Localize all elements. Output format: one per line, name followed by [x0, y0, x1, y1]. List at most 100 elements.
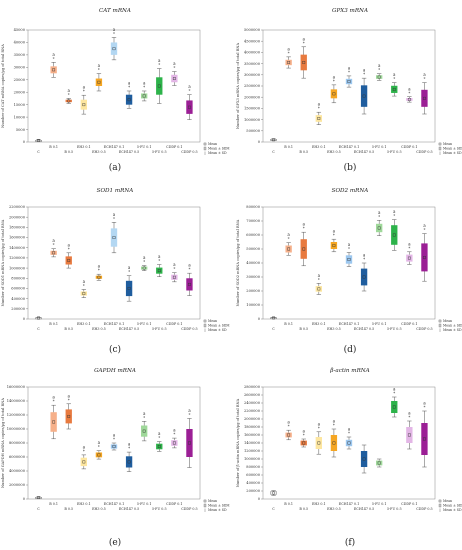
sig-letter: a: [143, 411, 146, 416]
x-category-label: ECH147 0.1: [104, 145, 124, 149]
chart-panel-2: GPX3 mRNA (b) 0 500000 1000000 1500000 2000000…: [236, 8, 462, 173]
x-category-label: CDDP 0.1: [401, 502, 417, 506]
sig-star: *: [378, 68, 380, 73]
mean-marker: [188, 105, 191, 109]
sem-box: [315, 437, 322, 449]
sem-box: [300, 440, 307, 446]
x-category-label: EH3 0.5: [92, 150, 106, 154]
y-tick-label: 1000000: [244, 457, 261, 461]
legend-mean-swatch: [438, 142, 442, 146]
chart-panel-1: CAT mRNA (a) 0 5000 10000 15000 20000 25000 3000…: [1, 8, 230, 173]
mean-marker: [302, 247, 306, 251]
x-category-label: ECH147 0.5: [354, 507, 374, 511]
sig-star: *: [303, 41, 305, 46]
mean-marker: [67, 259, 71, 262]
y-tick-label: 6000000: [9, 455, 26, 459]
legend-mean-swatch: [203, 319, 207, 323]
sig-letter: a: [83, 279, 86, 284]
sig-star: *: [303, 433, 305, 438]
y-tick-label: 8000000: [9, 441, 26, 445]
legend-mean-label: Mean: [208, 499, 217, 503]
x-category-label: EH3 0.1: [77, 322, 91, 326]
sem-box: [80, 291, 87, 296]
legend-sem-swatch: [203, 503, 207, 508]
mean-marker: [287, 247, 291, 251]
mean-marker: [362, 94, 366, 98]
sem-box: [406, 98, 413, 101]
x-category-label: ECH147 0.5: [119, 327, 139, 331]
y-tick-label: 2000000: [9, 483, 26, 487]
x-category-label: EH3 0.5: [92, 507, 106, 511]
mean-marker: [423, 437, 426, 441]
sig-letter: a: [188, 263, 191, 268]
sig-letter: a: [188, 408, 191, 413]
x-category-label: CDDP 0.1: [401, 322, 417, 326]
sig-star: *: [83, 89, 85, 94]
y-tick-label: 2000000: [244, 95, 261, 99]
sig-letter: a: [128, 265, 131, 270]
y-tick-label: 700000: [246, 219, 260, 223]
sig-letter: a: [408, 86, 411, 91]
legend-sem-swatch: [203, 323, 207, 328]
sig-star: *: [288, 51, 290, 56]
mean-marker: [112, 236, 116, 239]
sig-star: *: [393, 77, 395, 82]
x-category-label: EH3 0.5: [327, 150, 341, 154]
mean-marker: [52, 420, 56, 424]
chart-title: CAT mRNA: [99, 8, 131, 14]
y-tick-label: 1800000: [9, 226, 26, 230]
mean-marker: [142, 266, 146, 270]
sig-letter: a: [287, 232, 290, 237]
sem-box: [186, 100, 193, 114]
plot-frame: [27, 29, 201, 143]
sem-box: [186, 278, 193, 291]
x-category-label: B 0.1: [284, 145, 293, 149]
y-tick-label: 500000: [246, 247, 260, 251]
sig-star: *: [378, 214, 380, 219]
legend-sem-swatch: [438, 146, 442, 151]
mean-marker: [37, 316, 40, 320]
chart-title: SOD2 mRNA: [332, 188, 369, 194]
sig-star: *: [318, 426, 320, 431]
x-category-label: EH3 0.1: [312, 322, 326, 326]
legend-mean-label: Mean: [443, 319, 452, 323]
legend-sem-swatch: [203, 146, 207, 151]
mean-marker: [392, 87, 396, 91]
sem-box: [171, 440, 178, 446]
mean-marker: [392, 233, 396, 237]
sem-box: [330, 435, 338, 451]
sig-letter: a: [408, 411, 411, 416]
sem-box: [406, 427, 413, 443]
sig-letter: a: [173, 428, 176, 433]
x-category-label: B 0.1: [49, 145, 58, 149]
mean-marker: [157, 445, 161, 448]
x-category-label: B 0.5: [64, 327, 73, 331]
legend-mean-label: Mean: [443, 499, 452, 503]
mean-marker: [188, 441, 191, 445]
sig-star: *: [113, 31, 115, 36]
x-category-label: 5-FU 0.1: [372, 502, 387, 506]
y-axis-label: Number of SOD1 mRNA copies/µg of total R…: [1, 219, 5, 306]
y-tick-label: 3500000: [244, 62, 261, 66]
mean-marker: [67, 415, 71, 418]
y-tick-label: 0: [258, 140, 261, 144]
sem-box: [125, 456, 133, 468]
sem-box: [345, 78, 353, 85]
mean-marker: [272, 316, 275, 320]
sem-box: [110, 228, 118, 247]
mean-marker: [157, 84, 161, 88]
y-tick-label: 1500000: [244, 107, 261, 111]
y-tick-label: 4000000: [9, 469, 26, 473]
x-category-label: CDDP 0.5: [416, 507, 432, 511]
sem-box: [50, 250, 57, 255]
sig-letter: a: [303, 36, 306, 41]
sig-letter: a: [98, 264, 101, 269]
legend-mean-label: Mean: [208, 319, 217, 323]
chart-title: SOD1 mRNA: [97, 188, 134, 194]
x-category-label: 5-FU 0.1: [137, 145, 152, 149]
sig-letter: a: [52, 395, 55, 400]
y-tick-label: 300000: [246, 275, 260, 279]
chart-title: β-actin mRNA: [329, 368, 369, 374]
sem-box: [95, 78, 103, 86]
y-axis-label: Number of β-actin mRNA copies/µg of tota…: [236, 398, 240, 487]
